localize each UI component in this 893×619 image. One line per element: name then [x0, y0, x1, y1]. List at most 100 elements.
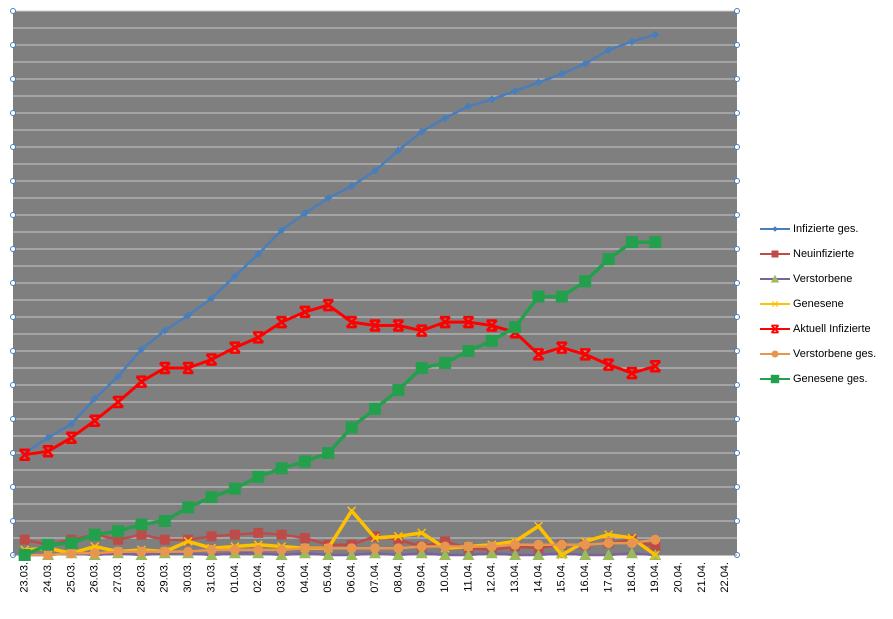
marker [158, 515, 171, 527]
marker [485, 319, 498, 332]
legend-label: Verstorbene ges. [793, 348, 876, 360]
marker [276, 529, 287, 540]
marker [604, 46, 613, 55]
legend-marker [770, 324, 780, 334]
y2-tick-mark [734, 42, 740, 48]
x-tick-label: 18.04. [626, 562, 638, 593]
marker [439, 315, 451, 329]
marker [18, 448, 31, 461]
x-tick-label: 08.04. [392, 562, 404, 593]
marker [650, 534, 661, 545]
y2-tick-mark [734, 382, 740, 388]
marker [370, 543, 380, 554]
marker [392, 549, 405, 560]
y-tick-mark [10, 348, 16, 354]
marker [277, 226, 286, 235]
marker [345, 421, 358, 434]
marker [533, 521, 544, 531]
y2-tick-mark [734, 110, 740, 116]
marker [42, 445, 54, 458]
marker [298, 455, 311, 468]
marker [626, 538, 637, 549]
y2-tick-mark [734, 246, 740, 252]
legend-marker [771, 250, 779, 258]
marker [534, 78, 543, 87]
legend-label: Neuinfizierte [793, 248, 854, 260]
y-tick-mark [10, 280, 16, 286]
marker [275, 462, 288, 475]
marker [415, 547, 428, 559]
marker [369, 402, 381, 415]
marker [347, 506, 357, 516]
series-line [24, 303, 656, 457]
marker [511, 86, 520, 95]
marker [463, 541, 474, 552]
marker [625, 547, 638, 559]
y2-tick-mark [734, 348, 740, 354]
marker [67, 420, 76, 429]
x-tick-label: 30.03. [182, 562, 194, 593]
x-tick-label: 13.04. [509, 562, 521, 593]
series-line [24, 538, 656, 557]
marker [66, 548, 77, 559]
marker [416, 541, 427, 552]
marker [532, 290, 545, 303]
marker [88, 414, 101, 427]
marker [229, 544, 240, 555]
y2-tick-mark [734, 144, 740, 150]
marker [509, 321, 522, 334]
y-tick-mark [10, 416, 16, 422]
marker [136, 546, 147, 557]
y-tick-mark [10, 484, 16, 490]
marker [183, 536, 193, 546]
marker [485, 547, 498, 559]
marker [252, 470, 265, 483]
marker [228, 482, 241, 495]
x-tick-label: 23.03. [19, 562, 31, 593]
marker [649, 360, 662, 373]
marker [160, 326, 169, 335]
y2-tick-mark [734, 314, 740, 320]
x-tick-label: 28.03. [135, 562, 147, 593]
marker [533, 539, 544, 550]
x-tick-label: 14.04. [532, 562, 544, 593]
marker [417, 528, 427, 538]
marker [439, 549, 452, 560]
marker [137, 345, 146, 354]
marker [322, 298, 335, 312]
marker [206, 544, 217, 555]
marker [604, 530, 614, 540]
marker [602, 358, 615, 371]
series-line [24, 531, 656, 552]
legend-marker [771, 300, 779, 308]
marker [626, 366, 638, 380]
marker [135, 375, 148, 388]
y-tick-mark [10, 8, 16, 14]
y-tick-mark [10, 144, 16, 150]
marker [579, 348, 592, 361]
y-tick-mark [10, 178, 16, 184]
marker [89, 548, 100, 559]
marker [581, 59, 590, 68]
y-tick-mark [10, 212, 16, 218]
legend-label: Verstorbene [793, 273, 852, 285]
x-tick-label: 31.03. [205, 562, 217, 593]
marker [393, 531, 403, 541]
marker [205, 353, 218, 366]
marker [135, 518, 148, 531]
y-tick-mark [10, 314, 16, 320]
marker [42, 538, 55, 551]
legend-label: Infizierte ges. [793, 223, 858, 235]
marker [136, 529, 147, 540]
y-tick-mark [10, 518, 16, 524]
marker [462, 315, 475, 329]
marker [556, 539, 567, 550]
marker [19, 534, 30, 545]
marker [299, 533, 310, 543]
y2-tick-mark [734, 450, 740, 456]
series-line [24, 552, 656, 557]
marker [415, 362, 428, 374]
marker [415, 324, 428, 337]
marker [555, 290, 568, 303]
marker [603, 538, 614, 549]
